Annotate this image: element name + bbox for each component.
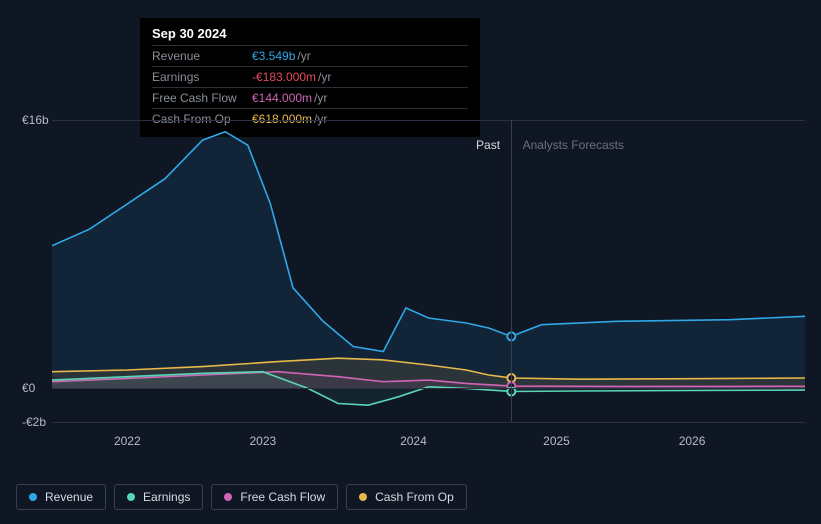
past-forecast-divider <box>511 120 512 422</box>
tooltip-row-unit: /yr <box>318 70 331 84</box>
legend-dot-icon <box>29 493 37 501</box>
legend-item-earnings[interactable]: Earnings <box>114 484 203 510</box>
gridline <box>52 388 805 389</box>
legend-dot-icon <box>224 493 232 501</box>
chart-area: €16b€0-€2bPastAnalysts Forecasts20222023… <box>16 120 805 466</box>
tooltip-row-value: €144.000m <box>252 91 312 105</box>
legend-label: Earnings <box>143 490 190 504</box>
legend-label: Cash From Op <box>375 490 454 504</box>
legend-item-revenue[interactable]: Revenue <box>16 484 106 510</box>
tooltip-row-label: Earnings <box>152 70 252 84</box>
x-axis-label: 2026 <box>679 434 706 448</box>
y-axis-label: €0 <box>22 381 35 395</box>
tooltip-row-value: €3.549b <box>252 49 295 63</box>
legend-dot-icon <box>127 493 135 501</box>
tooltip-row: Earnings-€183.000m/yr <box>152 66 468 87</box>
gridline <box>52 422 805 423</box>
tooltip-row-unit: /yr <box>297 49 310 63</box>
legend-label: Free Cash Flow <box>240 490 325 504</box>
legend-item-cash-from-op[interactable]: Cash From Op <box>346 484 467 510</box>
x-axis-label: 2024 <box>400 434 427 448</box>
tooltip-row: Revenue€3.549b/yr <box>152 45 468 66</box>
x-axis-label: 2023 <box>249 434 276 448</box>
y-axis-label: €16b <box>22 113 49 127</box>
legend-dot-icon <box>359 493 367 501</box>
y-axis-label: -€2b <box>22 415 46 429</box>
forecast-label: Analysts Forecasts <box>523 138 624 152</box>
legend-item-free-cash-flow[interactable]: Free Cash Flow <box>211 484 338 510</box>
tooltip-row-label: Revenue <box>152 49 252 63</box>
chart-legend: Revenue Earnings Free Cash Flow Cash From O… <box>16 484 467 510</box>
chart-plot <box>52 120 805 422</box>
series-fill-revenue <box>52 132 805 389</box>
tooltip-row: Free Cash Flow€144.000m/yr <box>152 87 468 108</box>
legend-label: Revenue <box>45 490 93 504</box>
tooltip-row-unit: /yr <box>314 91 327 105</box>
x-axis-label: 2025 <box>543 434 570 448</box>
x-axis-label: 2022 <box>114 434 141 448</box>
tooltip-date: Sep 30 2024 <box>152 26 468 41</box>
gridline <box>52 120 805 121</box>
tooltip-row-value: -€183.000m <box>252 70 316 84</box>
tooltip-row-label: Free Cash Flow <box>152 91 252 105</box>
past-label: Past <box>476 138 500 152</box>
